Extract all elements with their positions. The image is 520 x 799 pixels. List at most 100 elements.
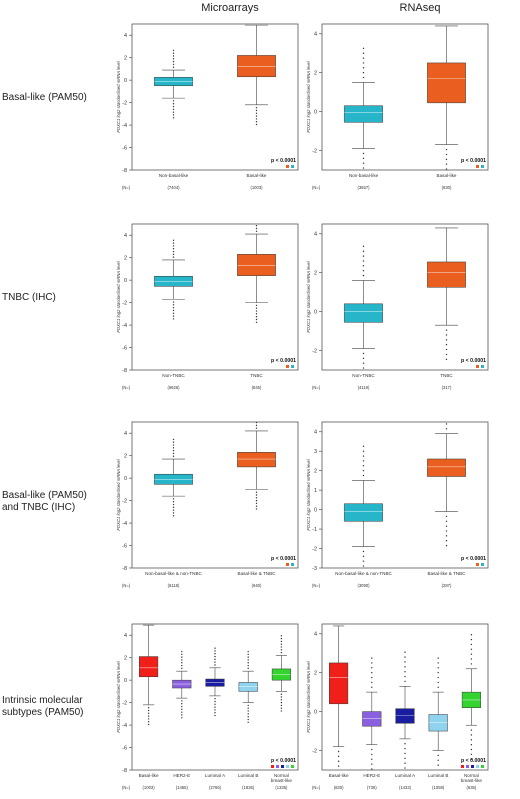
- y-tick-label: 0: [124, 78, 127, 84]
- outlier-point: [172, 248, 175, 250]
- outlier-point: [371, 758, 373, 760]
- outlier-point: [247, 653, 249, 656]
- outlier-point: [255, 121, 258, 123]
- x-n-label: (1433): [399, 785, 412, 790]
- n-equals-label: (N=): [312, 185, 321, 190]
- y-tick-label: 0: [124, 476, 127, 482]
- outlier-point: [172, 58, 175, 60]
- outlier-point: [172, 108, 175, 111]
- outlier-point: [255, 112, 258, 114]
- box-1: [427, 62, 466, 104]
- y-tick-label: -6: [122, 544, 127, 550]
- outlier-point: [362, 469, 365, 472]
- x-n-label: (630): [442, 185, 452, 190]
- outlier-point: [172, 105, 175, 108]
- legend-swatch-cyan: [291, 365, 294, 368]
- x-category-label: Normal breast-like: [271, 773, 293, 783]
- n-equals-label: (N=): [312, 583, 321, 588]
- x-n-label: (1465): [176, 785, 189, 790]
- x-category-label: TNBC: [440, 373, 453, 378]
- y-axis-label: FOXC1 log2 standardised mRNA level: [306, 260, 311, 332]
- outlier-point: [371, 763, 373, 765]
- outlier-point: [147, 718, 150, 720]
- outlier-point: [362, 255, 365, 257]
- legend-swatch-navy: [471, 765, 474, 768]
- x-n-label: (1335): [275, 785, 288, 790]
- outlier-point: [362, 62, 365, 64]
- outlier-point: [214, 661, 216, 663]
- outlier-point: [172, 301, 175, 303]
- outlier-point: [147, 721, 150, 723]
- n-equals-label: (N=): [122, 185, 131, 190]
- outlier-point: [255, 508, 258, 510]
- y-tick-label: 2: [314, 271, 317, 277]
- outlier-point: [172, 444, 175, 446]
- x-category-label: HER2-E: [173, 773, 190, 778]
- y-tick-label: 2: [124, 256, 127, 262]
- outlier-point: [255, 227, 258, 230]
- outlier-point: [437, 657, 439, 659]
- boxplot-3-1: 4 2 0 -2 FOXC1 log2 standardised mRNA level B…: [306, 623, 489, 790]
- p-value-label: p < 0.0001: [271, 358, 296, 364]
- legend-swatch-orange: [476, 563, 479, 566]
- legend-swatch-green: [481, 765, 484, 768]
- box-1: [427, 458, 466, 477]
- x-n-label: (6926): [167, 385, 180, 390]
- n-equals-label: (N=): [122, 583, 131, 588]
- legend-swatch-purple: [466, 765, 469, 768]
- outlier-point: [362, 76, 365, 79]
- outlier-point: [280, 649, 283, 651]
- y-tick-label: -3: [312, 566, 317, 572]
- outlier-point: [280, 707, 283, 709]
- outlier-point: [172, 512, 175, 514]
- outlier-point: [255, 118, 258, 120]
- x-category-label: Basal-like: [329, 773, 349, 778]
- y-tick-label: -2: [122, 701, 127, 707]
- x-n-label: (1926): [242, 785, 255, 790]
- outlier-point: [172, 100, 175, 102]
- y-axis-label: FOXC1 log2 standardised mRNA level: [116, 660, 121, 732]
- outlier-point: [280, 635, 283, 637]
- outlier-point: [255, 494, 258, 496]
- box-1: [362, 711, 382, 727]
- outlier-point: [362, 265, 365, 267]
- outlier-point: [362, 250, 365, 252]
- outlier-point: [337, 765, 340, 767]
- column-title-rnaseq: RNAseq: [399, 2, 441, 14]
- outlier-point: [470, 743, 473, 746]
- legend-swatch-orange: [286, 165, 289, 168]
- outlier-point: [362, 162, 365, 164]
- p-value-label: p < 0.0001: [271, 758, 296, 764]
- boxplot-2-0: 4 2 0 -2 -4 -6 -8 FOXC1 log2 standardised mRNA …: [116, 421, 299, 588]
- outlier-point: [445, 540, 448, 542]
- outlier-point: [247, 667, 249, 670]
- outlier-point: [280, 693, 283, 695]
- outlier-point: [362, 555, 365, 558]
- outlier-point: [371, 681, 373, 684]
- outlier-point: [437, 681, 439, 684]
- outlier-point: [362, 152, 365, 155]
- outlier-point: [445, 148, 448, 151]
- x-category-label: Basal-like: [437, 173, 457, 178]
- y-tick-label: -2: [312, 547, 317, 553]
- x-category-label: Non-TNBC: [352, 373, 375, 378]
- outlier-point: [181, 705, 183, 708]
- x-category-label: TNBC: [250, 373, 263, 378]
- outlier-point: [247, 656, 249, 658]
- outlier-point: [181, 662, 183, 664]
- outlier-point: [247, 662, 249, 664]
- outlier-point: [445, 153, 448, 156]
- outlier-point: [362, 71, 365, 74]
- outlier-point: [362, 362, 365, 364]
- outlier-point: [172, 117, 175, 119]
- outlier-point: [362, 465, 365, 467]
- outlier-point: [172, 304, 175, 306]
- outlier-point: [247, 721, 249, 723]
- outlier-point: [147, 723, 150, 726]
- outlier-point: [247, 664, 249, 667]
- outlier-point: [172, 245, 175, 247]
- x-n-label: (4119): [358, 385, 370, 390]
- outlier-point: [470, 729, 473, 731]
- outlier-point: [404, 680, 406, 683]
- outlier-point: [172, 506, 175, 509]
